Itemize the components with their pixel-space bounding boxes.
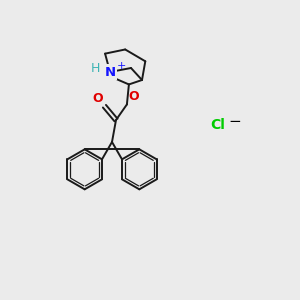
Text: H: H <box>91 61 100 74</box>
Text: O: O <box>128 90 139 104</box>
Text: −: − <box>228 115 241 130</box>
Text: N: N <box>104 65 116 79</box>
Text: Cl: Cl <box>210 118 225 132</box>
Text: +: + <box>117 61 126 71</box>
Text: O: O <box>93 92 104 105</box>
